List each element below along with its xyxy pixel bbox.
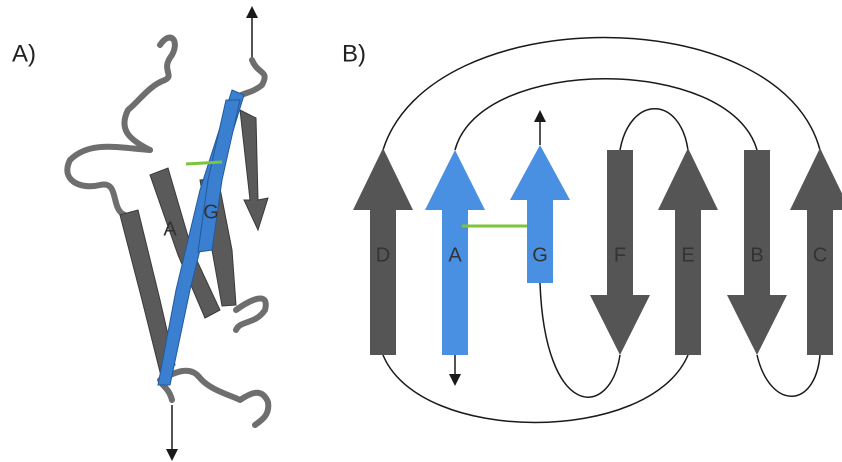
strand-label: A: [448, 244, 462, 266]
strand-label: B: [750, 244, 763, 266]
strand-label: A: [163, 218, 177, 240]
figure: A) A G B): [0, 0, 842, 462]
strand-label: D: [376, 244, 390, 266]
topology-diagram: B) D A G F E B C: [342, 38, 842, 423]
strand-label: C: [813, 244, 827, 266]
panel-label: B): [342, 40, 366, 67]
ribbon-structure: A) A G: [12, 12, 268, 455]
strand-label: F: [614, 244, 626, 266]
strand-label: G: [203, 201, 219, 223]
strand-label: E: [681, 244, 694, 266]
panel-label: A): [12, 40, 36, 67]
strand-label: G: [532, 244, 548, 266]
